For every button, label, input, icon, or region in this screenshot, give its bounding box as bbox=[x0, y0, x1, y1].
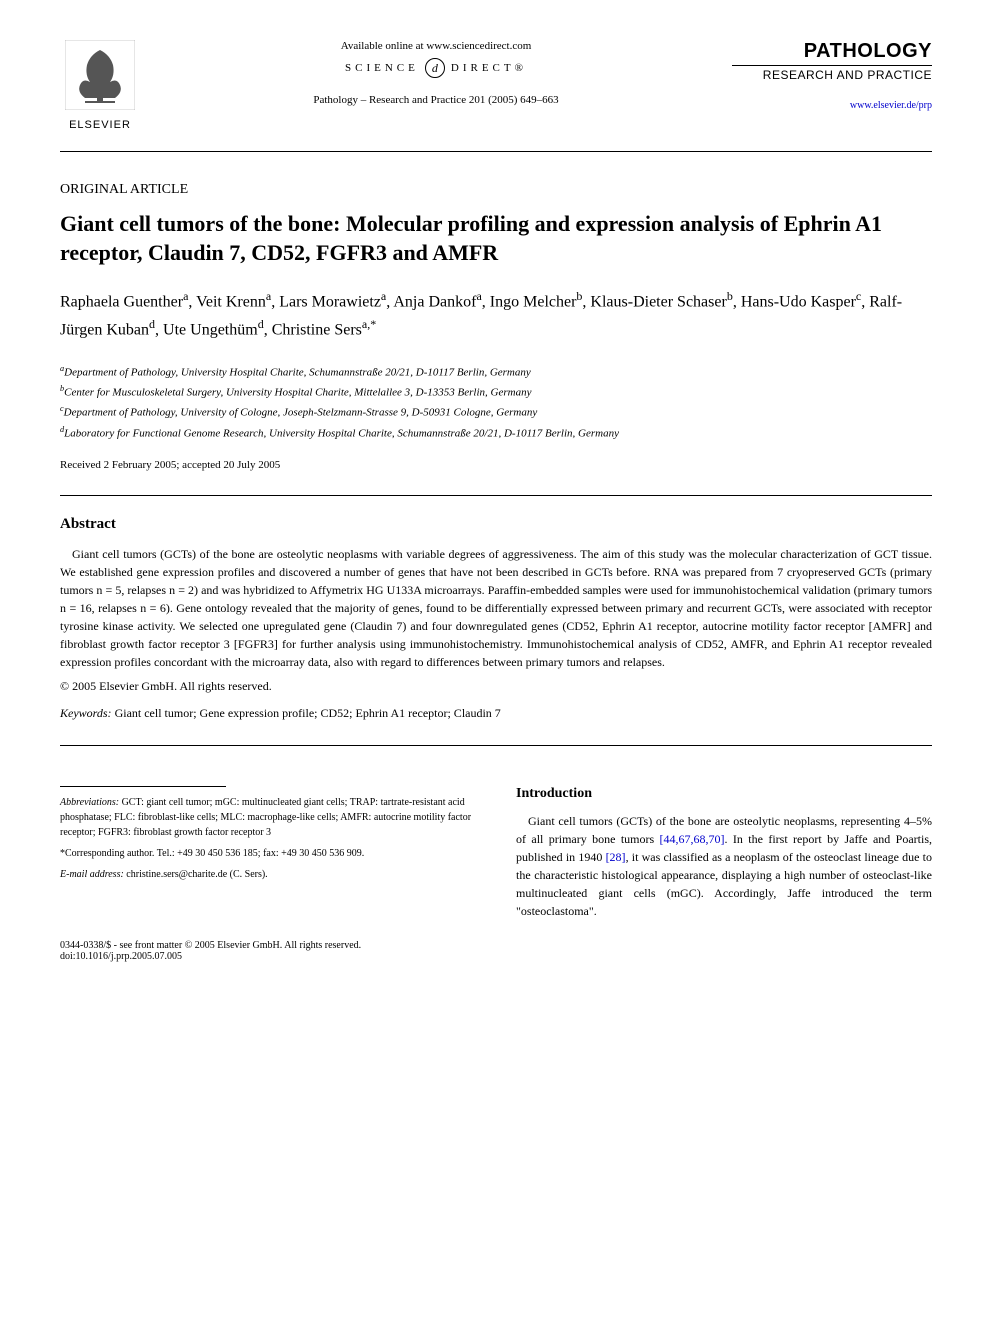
footnote-divider bbox=[60, 786, 226, 787]
elsevier-tree-icon bbox=[65, 40, 135, 110]
abbreviations-label: Abbreviations: bbox=[60, 797, 119, 808]
email-value: christine.sers@charite.de (C. Sers). bbox=[124, 869, 268, 880]
divider bbox=[60, 745, 932, 746]
science-direct-logo: SCIENCE d DIRECT® bbox=[160, 58, 712, 78]
abstract-heading: Abstract bbox=[60, 516, 932, 533]
abbreviations-text: GCT: giant cell tumor; mGC: multinucleat… bbox=[60, 797, 471, 838]
header-center: Available online at www.sciencedirect.co… bbox=[140, 40, 732, 106]
citation-line: Pathology – Research and Practice 201 (2… bbox=[160, 94, 712, 106]
corresponding-footnote: *Corresponding author. Tel.: +49 30 450 … bbox=[60, 846, 476, 861]
abstract-body: Giant cell tumors (GCTs) of the bone are… bbox=[60, 545, 932, 671]
doi-line: doi:10.1016/j.prp.2005.07.005 bbox=[60, 951, 932, 962]
article-type: ORIGINAL ARTICLE bbox=[60, 182, 932, 198]
introduction-heading: Introduction bbox=[516, 786, 932, 802]
issn-line: 0344-0338/$ - see front matter © 2005 El… bbox=[60, 940, 932, 951]
affiliation: bCenter for Musculoskeletal Surgery, Uni… bbox=[60, 382, 932, 402]
sd-symbol-icon: d bbox=[425, 58, 445, 78]
publisher-name: ELSEVIER bbox=[60, 119, 140, 131]
affiliation: cDepartment of Pathology, University of … bbox=[60, 402, 932, 422]
right-column: Introduction Giant cell tumors (GCTs) of… bbox=[516, 786, 932, 920]
page-footer: 0344-0338/$ - see front matter © 2005 El… bbox=[60, 940, 932, 962]
introduction-body: Giant cell tumors (GCTs) of the bone are… bbox=[516, 812, 932, 920]
affiliation: aDepartment of Pathology, University Hos… bbox=[60, 362, 932, 382]
journal-title-main: PATHOLOGY bbox=[732, 40, 932, 63]
left-column: Abbreviations: GCT: giant cell tumor; mG… bbox=[60, 786, 476, 920]
article-dates: Received 2 February 2005; accepted 20 Ju… bbox=[60, 459, 932, 471]
article-title: Giant cell tumors of the bone: Molecular… bbox=[60, 210, 932, 267]
page-header: ELSEVIER Available online at www.science… bbox=[60, 40, 932, 152]
affiliation: dLaboratory for Functional Genome Resear… bbox=[60, 423, 932, 443]
author-list: Raphaela Guenthera, Veit Krenna, Lars Mo… bbox=[60, 287, 932, 342]
journal-url[interactable]: www.elsevier.de/prp bbox=[732, 100, 932, 111]
keywords-label: Keywords: bbox=[60, 706, 112, 720]
publisher-logo: ELSEVIER bbox=[60, 40, 140, 131]
available-online-text: Available online at www.sciencedirect.co… bbox=[160, 40, 712, 52]
email-label: E-mail address: bbox=[60, 869, 124, 880]
journal-branding: PATHOLOGY RESEARCH AND PRACTICE www.else… bbox=[732, 40, 932, 111]
journal-title-sub: RESEARCH AND PRACTICE bbox=[732, 65, 932, 82]
keywords-line: Keywords: Giant cell tumor; Gene express… bbox=[60, 706, 932, 721]
abbreviations-footnote: Abbreviations: GCT: giant cell tumor; mG… bbox=[60, 795, 476, 840]
email-footnote: E-mail address: christine.sers@charite.d… bbox=[60, 867, 476, 882]
divider bbox=[60, 495, 932, 496]
sd-right: DIRECT® bbox=[451, 62, 527, 74]
sd-left: SCIENCE bbox=[345, 62, 419, 74]
copyright-line: © 2005 Elsevier GmbH. All rights reserve… bbox=[60, 679, 932, 694]
keywords-value: Giant cell tumor; Gene expression profil… bbox=[112, 706, 501, 720]
affiliation-list: aDepartment of Pathology, University Hos… bbox=[60, 362, 932, 443]
two-column-section: Abbreviations: GCT: giant cell tumor; mG… bbox=[60, 786, 932, 920]
